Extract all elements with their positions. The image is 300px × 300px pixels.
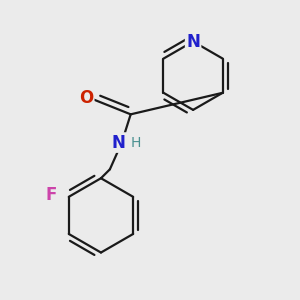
Text: N: N	[186, 32, 200, 50]
Text: H: H	[131, 136, 141, 150]
Text: N: N	[112, 134, 126, 152]
Text: O: O	[79, 89, 93, 107]
Text: F: F	[45, 186, 57, 204]
